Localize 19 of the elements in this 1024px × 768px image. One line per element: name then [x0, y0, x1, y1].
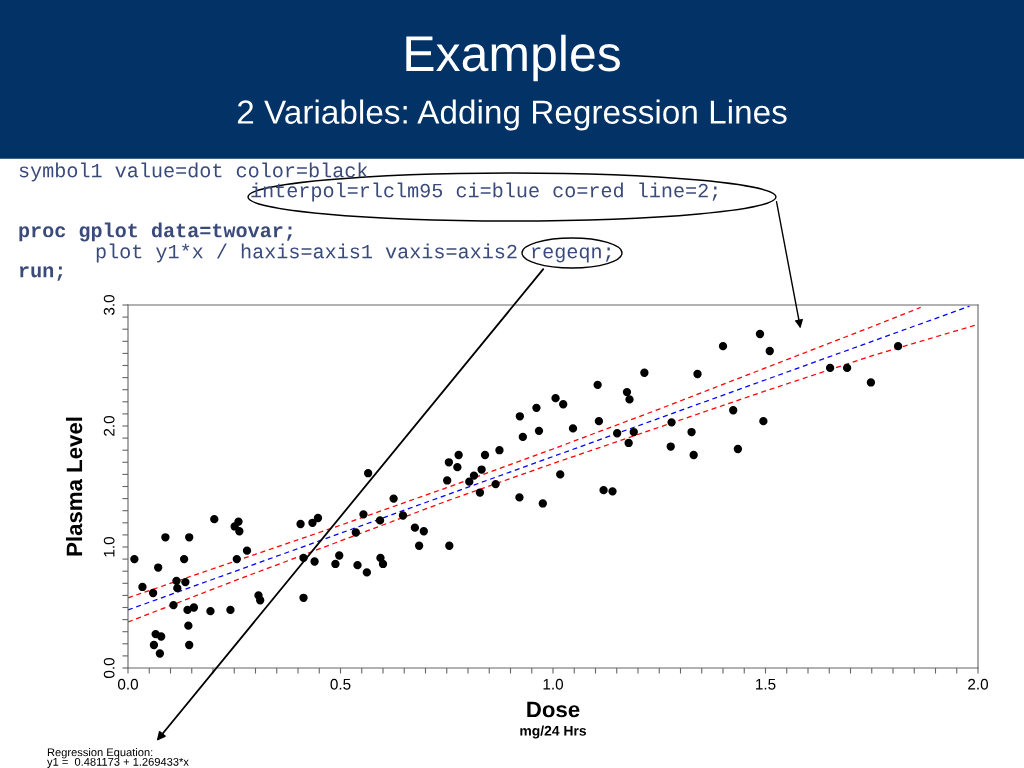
- text: run;: [19, 266, 63, 281]
- text: proc gplot data=twovar;: [19, 222, 292, 242]
- text: interpol=rlclm95 ci=blue co=red line=2;: [251, 182, 717, 202]
- text: Regression Equation: y1 = 0.481173 + 1.269433*x: [47, 748, 189, 768]
- chart-title: Examples: [406, 34, 620, 82]
- y-tick-label: 1.0: [103, 536, 115, 557]
- x-tick-label: 0.5: [330, 678, 351, 690]
- x-tick-label: 1.0: [543, 678, 564, 690]
- y-tick-label: 3.0: [103, 294, 115, 316]
- text: plot y1*x / haxis=axis1 vaxis=axis2 regeqn;: [96, 243, 611, 263]
- x-tick-label: 2.0: [968, 678, 989, 690]
- y-tick-label: 2.0: [103, 415, 115, 436]
- text: symbol1 value=dot color=black: [19, 162, 368, 182]
- x-axis-title: Dose: [527, 701, 580, 718]
- x-tick-label: 0.0: [117, 678, 139, 690]
- chart-subtitle: 2 Variables: Adding Regression Lines: [237, 99, 787, 131]
- text: mg/24 Hrs: [520, 725, 587, 739]
- y-axis-title: Plasma Level: [65, 417, 83, 556]
- x-tick-label: 1.5: [756, 678, 776, 690]
